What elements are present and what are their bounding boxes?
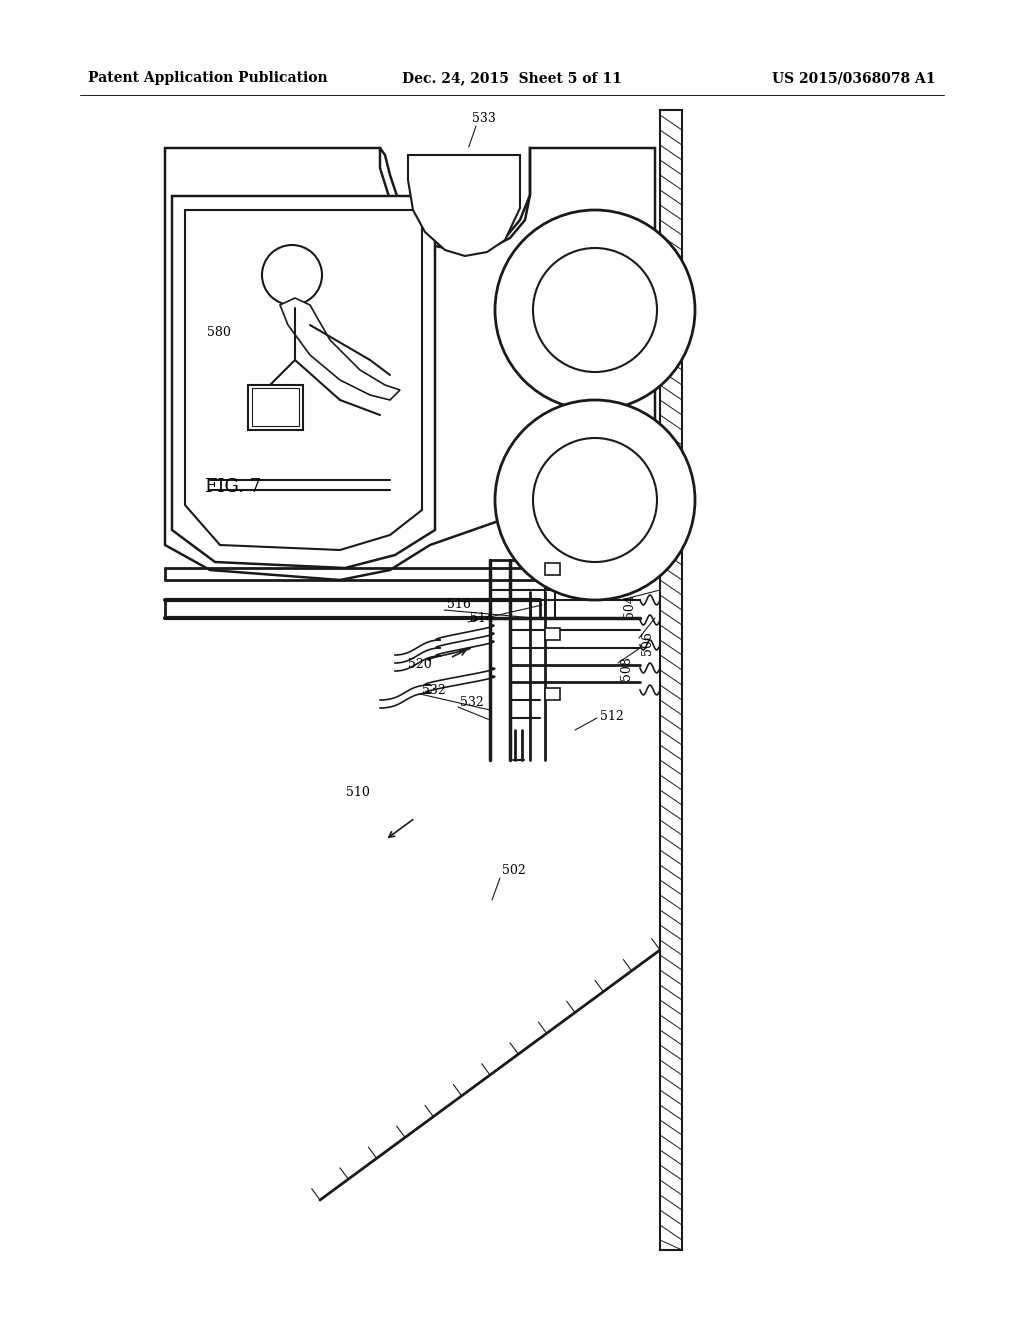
Polygon shape [380, 148, 530, 252]
Circle shape [262, 246, 322, 305]
Circle shape [495, 400, 695, 601]
Bar [545, 688, 560, 700]
Text: US 2015/0368078 A1: US 2015/0368078 A1 [772, 71, 936, 84]
Circle shape [534, 248, 657, 372]
Text: FIG. 7: FIG. 7 [205, 478, 261, 496]
Polygon shape [408, 154, 520, 256]
Text: 504: 504 [623, 594, 636, 618]
Bar [660, 110, 682, 1250]
Text: 532: 532 [422, 684, 445, 697]
Bar [545, 564, 560, 576]
Circle shape [495, 210, 695, 411]
Polygon shape [185, 210, 422, 550]
Bar [545, 628, 560, 640]
Text: 506: 506 [641, 631, 654, 655]
Text: 514: 514 [470, 611, 494, 624]
Polygon shape [165, 148, 655, 579]
Polygon shape [172, 195, 435, 568]
Text: 533: 533 [472, 111, 496, 124]
Bar [248, 385, 303, 430]
Polygon shape [280, 298, 400, 400]
Text: 508: 508 [620, 656, 633, 680]
Text: 512: 512 [600, 710, 624, 722]
Text: 502: 502 [502, 863, 525, 876]
Text: 580: 580 [207, 326, 230, 338]
Text: 532: 532 [460, 697, 483, 710]
Text: Dec. 24, 2015  Sheet 5 of 11: Dec. 24, 2015 Sheet 5 of 11 [402, 71, 622, 84]
Text: 510: 510 [346, 787, 370, 800]
Circle shape [534, 438, 657, 562]
Text: 520: 520 [408, 657, 432, 671]
Text: 516: 516 [447, 598, 471, 611]
Text: Patent Application Publication: Patent Application Publication [88, 71, 328, 84]
Bar [252, 388, 299, 426]
